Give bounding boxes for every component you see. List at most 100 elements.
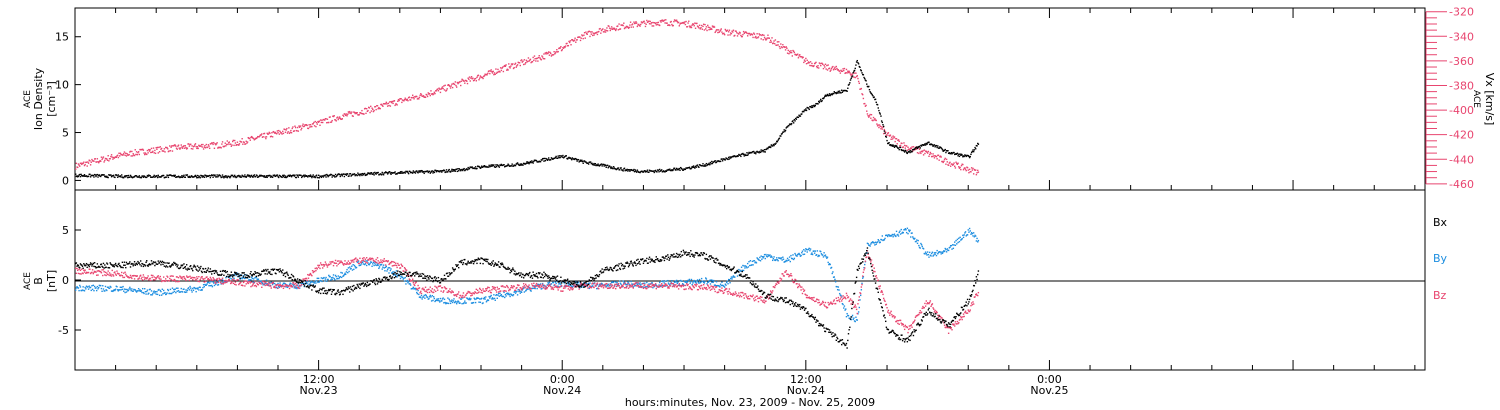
density-point [374, 171, 376, 174]
density-point [854, 67, 856, 70]
vx-point [689, 26, 691, 29]
by-point [713, 279, 715, 282]
vx-point [270, 135, 272, 138]
by-point [711, 279, 714, 282]
by-point [194, 287, 196, 289]
vx-point [705, 26, 708, 28]
vx-point [379, 107, 381, 110]
by-point [498, 295, 501, 297]
by-point [433, 297, 436, 300]
vx-point [489, 70, 492, 72]
vx-point [776, 44, 778, 46]
bz-point [416, 288, 419, 291]
bz-point [430, 289, 432, 292]
density-point [103, 174, 105, 176]
vx-point [777, 44, 779, 46]
vx-point [454, 81, 457, 83]
density-point [820, 98, 822, 101]
density-point [401, 170, 403, 173]
density-point [359, 174, 361, 177]
bz-point [384, 264, 387, 266]
bz-point [432, 291, 435, 294]
density-point [311, 175, 314, 178]
bz-point [289, 284, 291, 286]
vx-point [134, 149, 136, 151]
density-point [341, 175, 344, 177]
density-point [554, 157, 556, 160]
by-point [328, 274, 330, 277]
vx-point [481, 76, 484, 79]
vx-point [240, 141, 243, 143]
vx-point [881, 128, 884, 130]
density-point [670, 169, 672, 172]
density-point [399, 172, 401, 174]
by-point [728, 279, 731, 281]
by-point [675, 281, 677, 283]
vx-point [579, 36, 581, 38]
vx-point [686, 26, 689, 28]
vx-point [438, 87, 440, 89]
density-point [758, 152, 760, 154]
by-point [900, 228, 902, 231]
vx-point [895, 138, 898, 140]
bz-point [263, 283, 265, 285]
vx-point [729, 34, 731, 36]
bz-point [372, 257, 374, 260]
bz-point [536, 284, 538, 287]
density-point [977, 142, 979, 145]
density-point [786, 126, 789, 128]
by-point [171, 287, 174, 289]
vx-point [183, 145, 185, 147]
by-point [453, 301, 456, 304]
bz-point [215, 282, 217, 284]
vx-point [393, 100, 396, 102]
bz-point [288, 285, 290, 288]
by-point [265, 279, 268, 281]
vx-point [451, 86, 454, 89]
by-point [760, 255, 762, 257]
by-point [382, 264, 385, 266]
by-point [766, 256, 768, 258]
by-point [345, 271, 348, 273]
bz-point [145, 277, 147, 279]
density-point [664, 171, 666, 173]
by-point [963, 234, 965, 236]
density-point [899, 146, 902, 149]
density-point [873, 96, 875, 98]
density-point [157, 174, 159, 177]
vx-point [929, 151, 932, 154]
bz-point [80, 273, 82, 275]
density-point [919, 147, 921, 149]
density-point [503, 164, 505, 166]
density-point [607, 166, 609, 169]
top-left-tick-label: 0 [62, 174, 69, 187]
vx-point [337, 118, 339, 121]
bz-point [124, 271, 126, 273]
by-point [658, 281, 661, 284]
bz-point [537, 286, 540, 288]
density-point [880, 115, 882, 117]
by-point [188, 287, 190, 289]
density-point [545, 158, 548, 160]
by-point [441, 300, 443, 302]
vx-point [865, 104, 867, 107]
bz-point [322, 263, 325, 266]
bz-point [268, 285, 270, 287]
density-point [882, 125, 885, 128]
vx-point [809, 61, 812, 63]
by-point [897, 233, 899, 236]
vx-point [848, 70, 850, 73]
density-point [97, 176, 99, 178]
vx-point [227, 143, 229, 146]
bz-point [154, 279, 156, 281]
vx-point [336, 116, 339, 118]
vx-point [380, 103, 383, 106]
density-point [394, 171, 396, 173]
vx-point [87, 162, 90, 164]
by-point [100, 284, 102, 287]
density-point [904, 149, 907, 152]
vx-point [623, 27, 626, 30]
density-point [832, 92, 835, 95]
density-point [903, 150, 905, 152]
vx-point [81, 163, 83, 166]
